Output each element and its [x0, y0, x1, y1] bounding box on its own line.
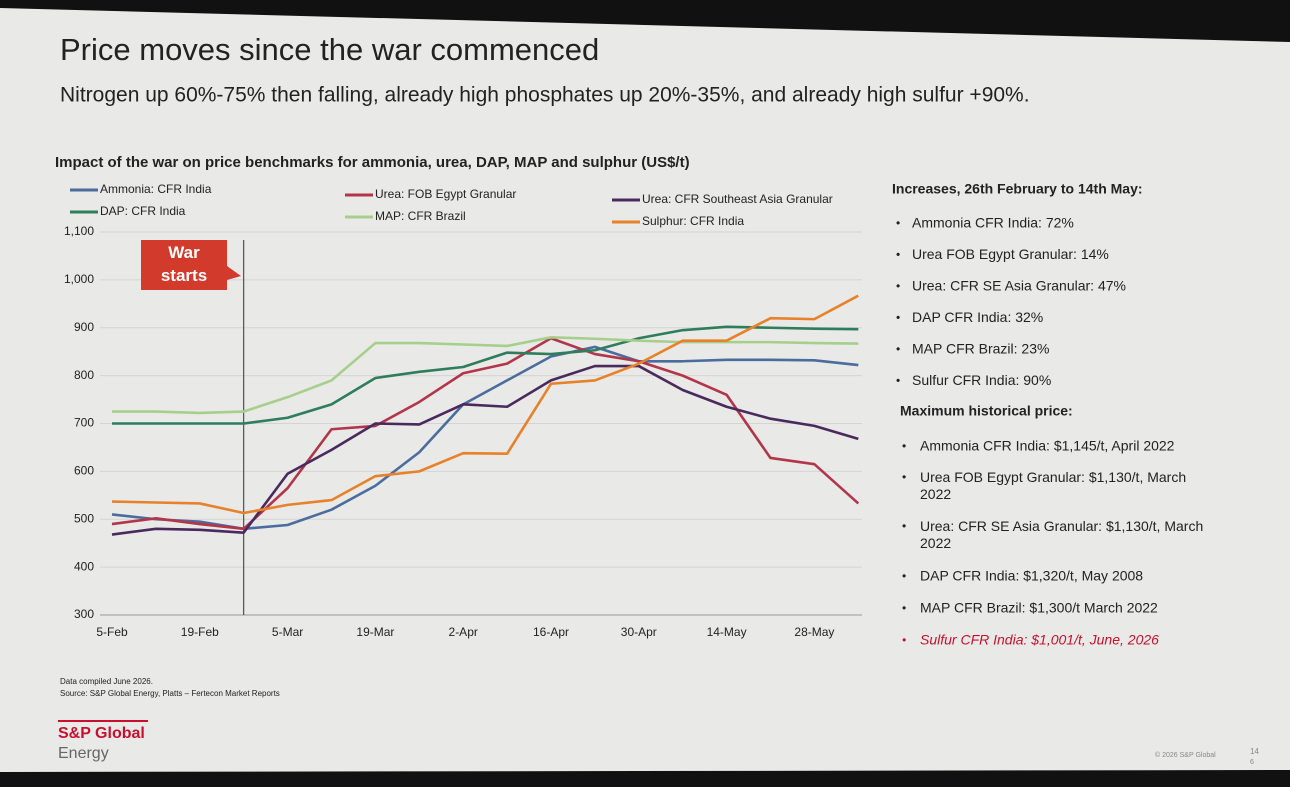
- legend-label: Urea: FOB Egypt Granular: [375, 187, 516, 201]
- y-tick-label: 1,100: [64, 224, 94, 238]
- x-tick-label: 5-Mar: [272, 625, 303, 639]
- x-tick-label: 19-Mar: [356, 625, 394, 639]
- x-tick-label: 5-Feb: [96, 625, 128, 639]
- y-tick-label: 400: [74, 559, 94, 573]
- panel-item: DAP CFR India: 32%: [912, 309, 1043, 325]
- bullet: •: [896, 279, 900, 293]
- y-tick-label: 1,000: [64, 272, 94, 286]
- logo-bottom: Energy: [58, 745, 109, 762]
- panel-item: MAP CFR Brazil: 23%: [912, 341, 1049, 357]
- bullet: •: [902, 601, 906, 615]
- y-tick-label: 500: [74, 511, 94, 525]
- series-line: [111, 294, 859, 515]
- annotation-box: [141, 240, 241, 290]
- footnote: Data compiled June 2026.: [60, 677, 153, 686]
- panel-heading: Maximum historical price:: [900, 403, 1073, 419]
- legend-label: Urea: CFR Southeast Asia Granular: [642, 192, 833, 206]
- annotation: War starts: [161, 243, 207, 285]
- x-tick-label: 16-Apr: [533, 625, 569, 639]
- y-tick-label: 600: [74, 464, 94, 478]
- series-line: [112, 336, 859, 415]
- page-number-sub: 6: [1250, 759, 1254, 766]
- legend-label: DAP: CFR India: [100, 204, 186, 218]
- legend-label: MAP: CFR Brazil: [375, 209, 466, 223]
- slide-title: Price moves since the war commenced: [60, 32, 599, 67]
- y-tick-label: 700: [74, 416, 94, 430]
- chart-title: Impact of the war on price benchmarks fo…: [55, 154, 690, 171]
- panel-item: Urea: CFR SE Asia Granular: 47%: [912, 278, 1126, 294]
- y-tick-label: 300: [74, 607, 94, 621]
- bullet: •: [902, 439, 906, 453]
- x-tick-label: 14-May: [707, 625, 747, 639]
- legend-label: Ammonia: CFR India: [100, 182, 212, 196]
- bullet: •: [902, 470, 906, 484]
- x-tick-label: 30-Apr: [621, 625, 657, 639]
- bullet: •: [902, 519, 906, 533]
- series-line: [111, 336, 860, 531]
- panel-item: Sulfur CFR India: $1,001/t, June, 2026: [920, 632, 1159, 648]
- bullet: •: [896, 248, 900, 262]
- series-line: [111, 364, 859, 536]
- panel-item: MAP CFR Brazil: $1,300/t March 2022: [920, 600, 1158, 616]
- panel-item: Sulfur CFR India: 90%: [912, 372, 1051, 388]
- bullet: •: [896, 342, 900, 356]
- y-tick-label: 800: [74, 368, 94, 382]
- x-tick-label: 2-Apr: [449, 625, 478, 639]
- x-tick-label: 19-Feb: [181, 625, 219, 639]
- panel-item: Urea FOB Egypt Granular: $1,130/t, March…: [920, 469, 1186, 502]
- legend-label: Sulphur: CFR India: [642, 214, 744, 228]
- slide-subtitle: Nitrogen up 60%-75% then falling, alread…: [60, 84, 1030, 107]
- source: Source: S&P Global Energy, Platts – Fert…: [60, 689, 280, 698]
- bullet: •: [902, 633, 906, 647]
- panel-item: Urea FOB Egypt Granular: 14%: [912, 246, 1109, 262]
- bullet: •: [896, 311, 900, 325]
- bullet: •: [896, 216, 900, 230]
- y-tick-label: 900: [74, 320, 94, 334]
- panel-item: Ammonia CFR India: 72%: [912, 215, 1074, 231]
- panel-item: Ammonia CFR India: $1,145/t, April 2022: [920, 438, 1175, 454]
- slide-background: [0, 8, 1290, 772]
- panel-heading: Increases, 26th February to 14th May:: [892, 181, 1143, 197]
- logo-top: S&P Global: [58, 725, 145, 742]
- copyright: © 2026 S&P Global: [1155, 751, 1216, 759]
- x-tick-label: 28-May: [794, 625, 834, 639]
- panel-item: DAP CFR India: $1,320/t, May 2008: [920, 568, 1143, 584]
- bullet: •: [902, 569, 906, 583]
- bullet: •: [896, 374, 900, 388]
- page-number: 14: [1250, 747, 1259, 756]
- panel-item: Urea: CFR SE Asia Granular: $1,130/t, Ma…: [920, 518, 1203, 551]
- series-line: [112, 325, 859, 425]
